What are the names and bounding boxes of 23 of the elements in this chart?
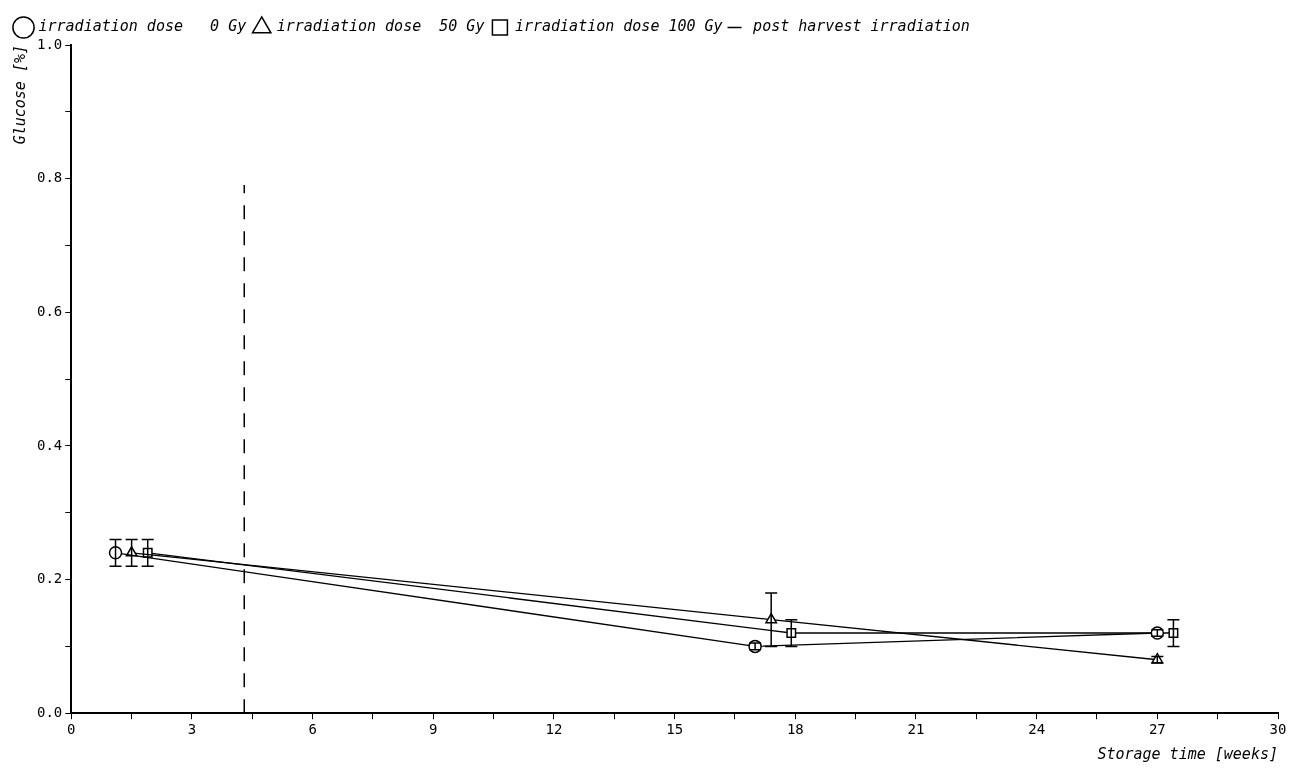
- x-tick-label: 12: [545, 721, 563, 738]
- x-tick-label: 6: [308, 721, 317, 738]
- x-tick-label: 21: [907, 721, 925, 738]
- y-tick-label: 0.2: [36, 570, 63, 587]
- y-tick-label: 0.6: [36, 302, 63, 319]
- x-axis-title: Storage time [weeks]: [1097, 744, 1278, 763]
- x-tick-label: 0: [67, 721, 76, 738]
- y-axis-title: Glucose [%]: [10, 45, 29, 145]
- y-tick-label: 0.8: [36, 169, 63, 186]
- legend-label: irradiation dose 0 Gy: [38, 17, 247, 36]
- x-tick-label: 9: [429, 721, 438, 738]
- y-tick-label: 0.4: [36, 436, 63, 453]
- x-tick-label: 27: [1148, 721, 1166, 738]
- legend-label: irradiation dose 50 Gy: [276, 17, 485, 36]
- x-tick-label: 3: [187, 721, 197, 738]
- legend-label: irradiation dose 100 Gy: [514, 17, 723, 36]
- x-tick-label: 30: [1269, 721, 1287, 738]
- x-tick-label: 24: [1028, 721, 1046, 738]
- legend-label: post harvest irradiation: [752, 17, 970, 36]
- x-tick-label: 18: [786, 721, 804, 738]
- y-tick-label: 0.0: [36, 703, 63, 720]
- y-tick-label: 1.0: [36, 35, 63, 52]
- x-tick-label: 15: [666, 721, 684, 738]
